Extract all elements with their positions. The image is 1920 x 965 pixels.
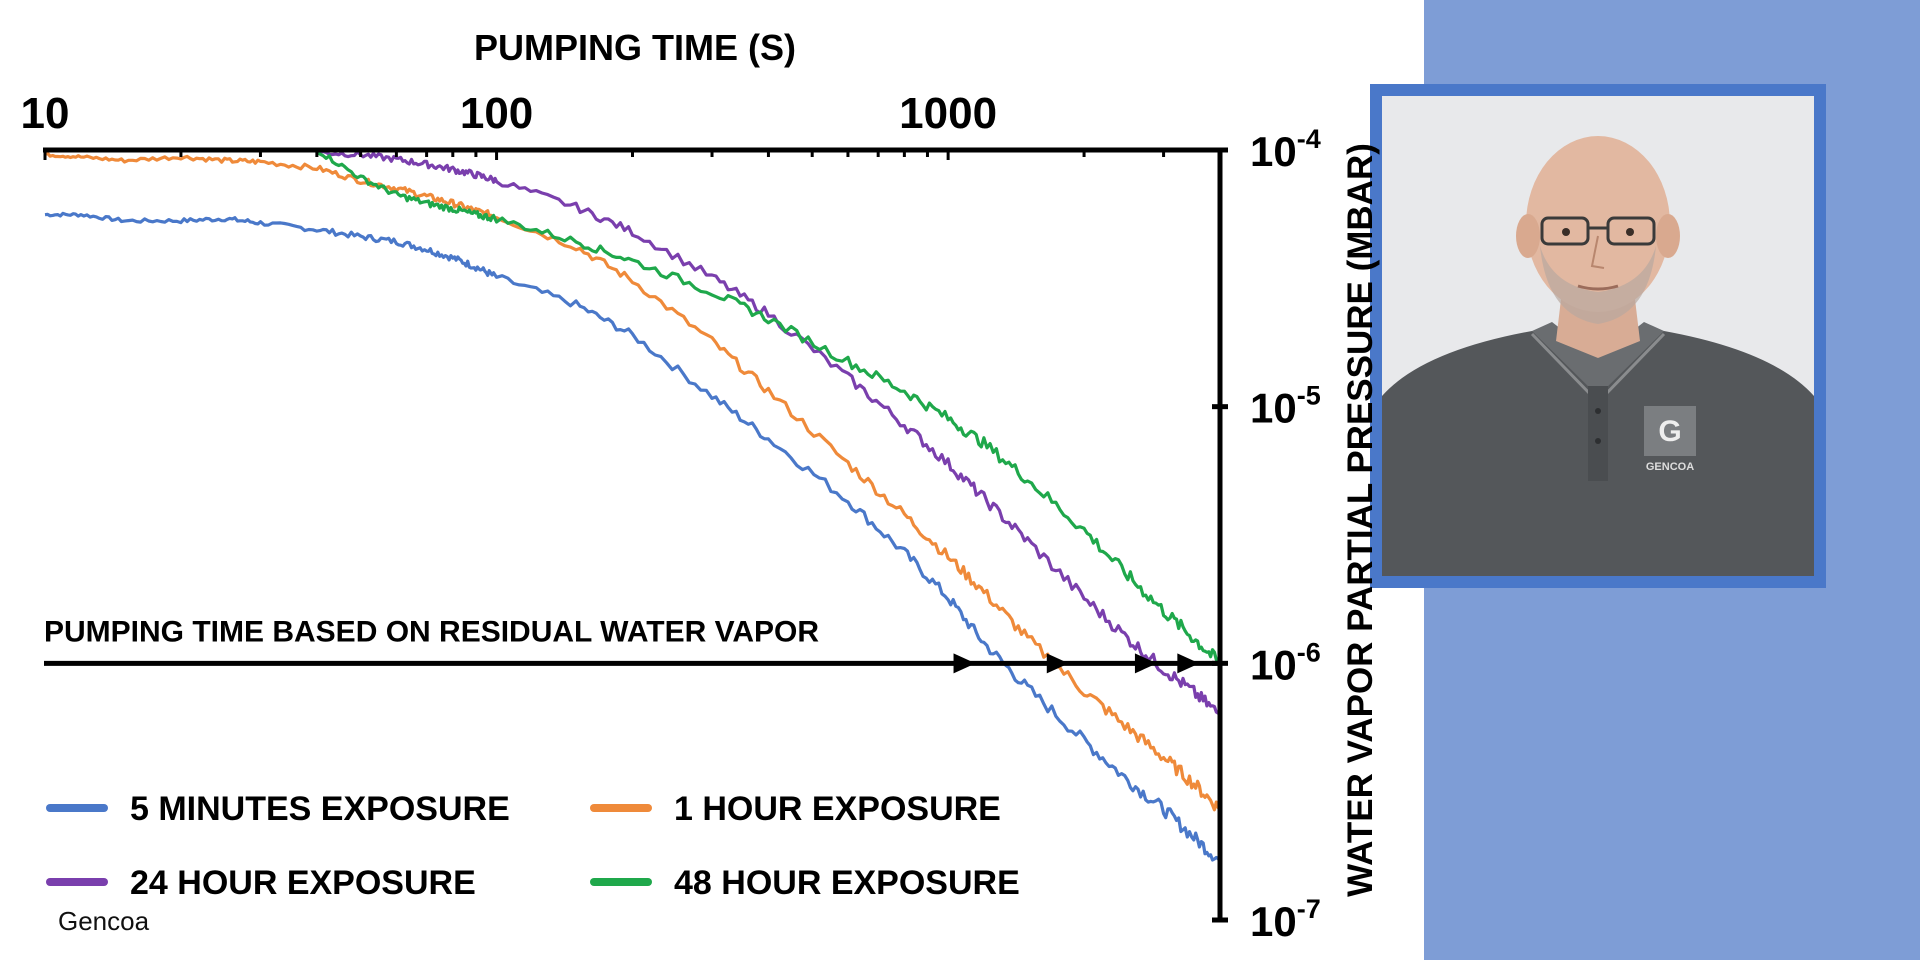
legend-label: 24 HOUR EXPOSURE	[130, 864, 476, 902]
x-ticks: 10 100 1000	[21, 89, 1222, 160]
annotation-layer: PUMPING TIME BASED ON RESIDUAL WATER VAP…	[44, 615, 1220, 674]
y-tick-label: 10-4	[1250, 124, 1321, 175]
legend-label: 5 MINUTES EXPOSURE	[130, 790, 510, 828]
annotation-arrow	[1046, 653, 1069, 674]
y-tick-label: 10-6	[1250, 637, 1321, 688]
portrait-photo: G GENCOA	[1382, 96, 1814, 576]
portrait-frame: G GENCOA	[1370, 84, 1826, 588]
annotation-arrows	[953, 653, 1200, 674]
series-line-3	[316, 150, 1222, 716]
logo-letter: G	[1658, 415, 1681, 448]
series-line-4	[316, 150, 1222, 665]
series-layer	[44, 150, 1222, 862]
annotation-label: PUMPING TIME BASED ON RESIDUAL WATER VAP…	[44, 615, 819, 648]
legend-label: 1 HOUR EXPOSURE	[674, 790, 1001, 828]
legend: 5 MINUTES EXPOSURE 1 HOUR EXPOSURE 24 HOUR…	[46, 790, 1020, 902]
axis-layer: 10 100 1000 10-4 10-5 10-6 10-7 PUMPING TIME …	[21, 27, 1380, 945]
y-tick-label: 10-5	[1250, 381, 1321, 432]
y-axis-title: WATER VAPOR PARTIAL PRESSURE (MBAR)	[1341, 143, 1380, 897]
annotation-arrow	[953, 653, 976, 674]
annotation-arrow	[1177, 653, 1200, 674]
pumping-time-chart: 10 100 1000 10-4 10-5 10-6 10-7 PUMPING TIME …	[21, 27, 1380, 945]
watermark-text: Gencoa	[58, 906, 150, 936]
x-axis-title: PUMPING TIME (S)	[474, 27, 796, 68]
y-tick-label: 10-7	[1250, 894, 1321, 945]
series-line-2	[44, 151, 1222, 812]
annotation-arrow	[1134, 653, 1157, 674]
x-tick-label: 1000	[899, 89, 997, 138]
series-line-1	[44, 211, 1222, 862]
x-tick-label: 100	[460, 89, 533, 138]
y-ticks: 10-4 10-5 10-6 10-7	[1212, 124, 1321, 945]
logo-text: GENCOA	[1646, 461, 1694, 473]
portrait-illustration: G GENCOA	[1382, 96, 1814, 576]
x-tick-label: 10	[21, 89, 70, 138]
legend-label: 48 HOUR EXPOSURE	[674, 864, 1020, 902]
